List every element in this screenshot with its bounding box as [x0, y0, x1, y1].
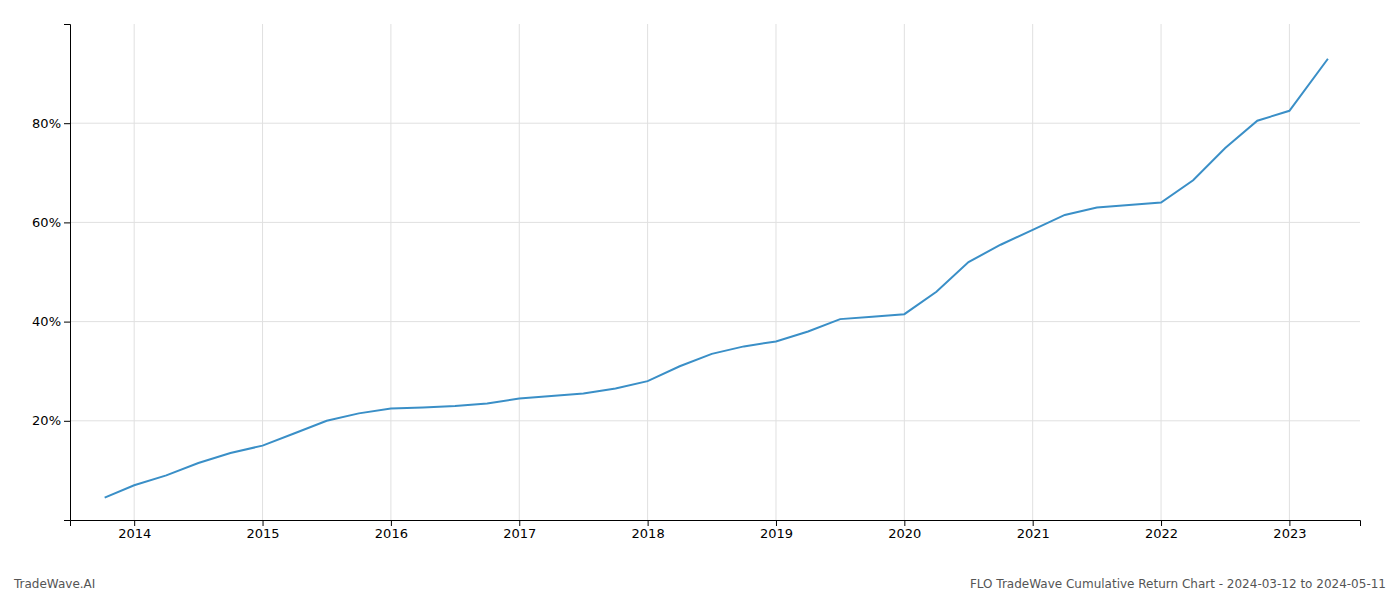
x-axis: 2014 2015 2016 2017 2018 2019 2020 2021 2022 2023: [71, 520, 1361, 541]
grid-line-x: [519, 24, 520, 520]
x-tick: 2018: [632, 520, 665, 541]
x-tick-mark: [263, 520, 264, 526]
footer-text: FLO TradeWave Cumulative Return Chart - …: [970, 577, 1386, 591]
x-tick-label: 2018: [632, 526, 665, 541]
x-tick-mark: [776, 520, 777, 526]
x-tick-mark: [391, 520, 392, 526]
grid-line-x: [1289, 24, 1290, 520]
x-tick-mark: [648, 520, 649, 526]
grid-line-x: [134, 24, 135, 520]
grid: [70, 24, 1360, 520]
grid-line-x: [1032, 24, 1033, 520]
y-tick-label: 40%: [32, 314, 61, 329]
x-tick-mark: [519, 520, 520, 526]
x-tick-mark: [1161, 520, 1162, 526]
x-tick-label: 2021: [1017, 526, 1050, 541]
x-tick-label: 2016: [375, 526, 408, 541]
y-tick-mark: [64, 222, 70, 223]
y-tick-label: 20%: [32, 413, 61, 428]
grid-line-y: [70, 420, 1360, 421]
axis-line: [64, 25, 71, 521]
x-tick: 2023: [1273, 520, 1306, 541]
x-tick: 2019: [760, 520, 793, 541]
grid-line-y: [70, 321, 1360, 322]
x-tick-label: 2023: [1273, 526, 1306, 541]
y-tick-label: 80%: [32, 116, 61, 131]
grid-line-y: [70, 222, 1360, 223]
x-tick-mark: [1033, 520, 1034, 526]
x-tick-label: 2014: [118, 526, 151, 541]
x-tick: 2014: [118, 520, 151, 541]
x-tick: 2015: [246, 520, 279, 541]
grid-line-x: [390, 24, 391, 520]
y-tick-mark: [64, 322, 70, 323]
y-tick-label: 60%: [32, 215, 61, 230]
x-tick-label: 2017: [503, 526, 536, 541]
y-tick: 80%: [32, 116, 70, 131]
x-tick-label: 2019: [760, 526, 793, 541]
axis-line: [71, 521, 1361, 527]
grid-line-x: [904, 24, 905, 520]
grid-line-x: [775, 24, 776, 520]
x-tick: 2021: [1017, 520, 1050, 541]
footer-text: TradeWave.AI: [13, 577, 95, 591]
y-tick: 60%: [32, 215, 70, 230]
x-tick-label: 2020: [888, 526, 921, 541]
x-tick-label: 2015: [246, 526, 279, 541]
marks: [105, 59, 1328, 498]
y-tick-mark: [64, 123, 70, 124]
line: [105, 59, 1328, 498]
x-tick: 2017: [503, 520, 536, 541]
y-tick-mark: [64, 421, 70, 422]
x-tick-mark: [1289, 520, 1290, 526]
x-tick-mark: [134, 520, 135, 526]
grid-line-y: [70, 123, 1360, 124]
x-tick: 2016: [375, 520, 408, 541]
x-tick: 2020: [888, 520, 921, 541]
y-tick: 40%: [32, 314, 70, 329]
x-tick-mark: [904, 520, 905, 526]
y-axis: 20% 40% 60% 80%: [32, 25, 70, 521]
chart: 2014 2015 2016 2017 2018 2019 2020 2021 2022 2023…: [0, 0, 1400, 600]
plot: 2014 2015 2016 2017 2018 2019 2020 2021 2022 2023…: [32, 24, 1360, 541]
y-tick: 20%: [32, 413, 70, 428]
x-tick-label: 2022: [1145, 526, 1178, 541]
grid-line-x: [647, 24, 648, 520]
x-tick: 2022: [1145, 520, 1178, 541]
grid-line-x: [1161, 24, 1162, 520]
